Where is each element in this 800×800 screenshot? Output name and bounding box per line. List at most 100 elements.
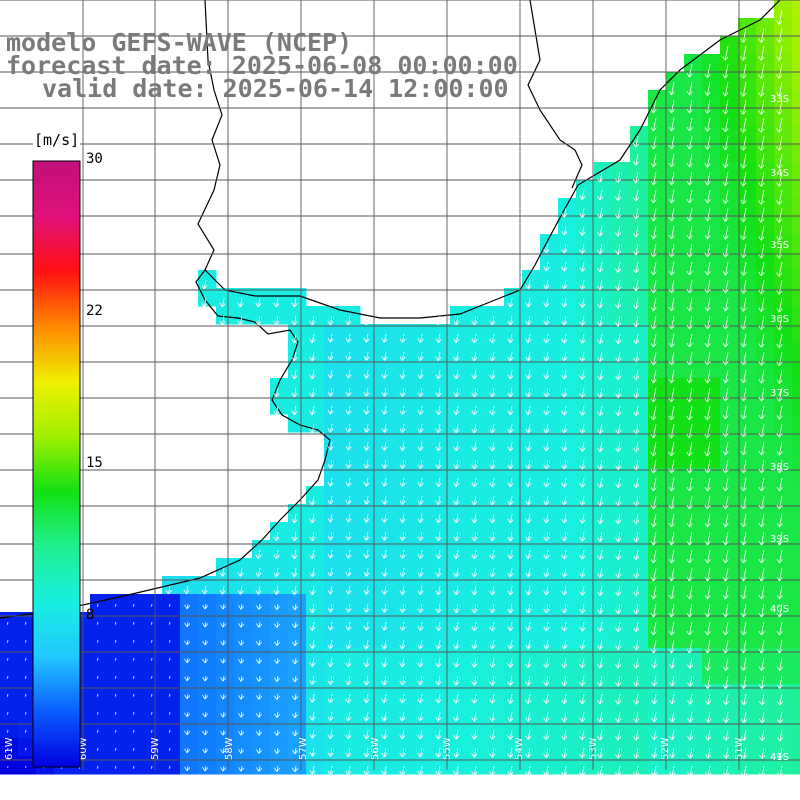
wind-arrow [417, 549, 424, 559]
wind-arrow [435, 315, 442, 326]
speed-cell [342, 612, 361, 631]
wind-arrow [615, 675, 622, 687]
wind-arrow [704, 513, 711, 528]
speed-cell [432, 450, 451, 469]
wind-arrow [705, 765, 712, 777]
speed-cell [738, 216, 757, 235]
wind-arrow [668, 333, 675, 348]
speed-cell [180, 702, 199, 721]
speed-cell [594, 324, 613, 343]
speed-cell [360, 378, 379, 397]
wind-arrow [633, 405, 640, 417]
speed-cell [558, 630, 577, 649]
speed-cell [414, 342, 433, 361]
wind-arrow [381, 693, 388, 704]
wind-arrow [471, 405, 478, 416]
speed-cell [774, 126, 793, 145]
speed-cell [360, 360, 379, 379]
speed-cell [324, 378, 343, 397]
speed-cell [450, 414, 469, 433]
speed-cell [378, 558, 397, 577]
wind-arrow [633, 441, 640, 453]
speed-cell [360, 522, 379, 541]
speed-cell [450, 486, 469, 505]
wind-arrow [363, 495, 370, 505]
speed-cell [558, 324, 577, 343]
speed-cell [756, 666, 775, 685]
wind-arrow [597, 315, 604, 327]
speed-cell [432, 684, 451, 703]
wind-arrow [184, 765, 191, 772]
speed-cell [738, 594, 757, 613]
wind-arrow [417, 459, 424, 469]
wind-arrow [399, 639, 406, 650]
wind-arrow [758, 333, 765, 348]
speed-cell [270, 756, 289, 775]
wind-arrow [345, 351, 352, 361]
speed-cell [594, 180, 613, 199]
speed-cell [468, 522, 487, 541]
wind-arrow [471, 495, 478, 506]
speed-cell [396, 468, 415, 487]
speed-cell [792, 432, 800, 451]
wind-arrow [291, 297, 298, 308]
wind-arrow [615, 657, 622, 669]
speed-cell [270, 648, 289, 667]
speed-cell [180, 630, 199, 649]
wind-arrow [237, 315, 244, 326]
wind-arrow [169, 693, 171, 697]
speed-cell [198, 576, 217, 595]
speed-cell [540, 702, 559, 721]
speed-cell [126, 594, 145, 613]
wind-arrow [133, 729, 135, 733]
wind-arrow [309, 513, 316, 524]
wind-arrow [345, 729, 352, 740]
speed-cell [450, 756, 469, 775]
speed-cell [198, 594, 217, 613]
wind-arrow [256, 747, 263, 754]
wind-arrow [740, 297, 747, 312]
wind-arrow [776, 693, 784, 706]
wind-arrow [291, 621, 299, 629]
wind-arrow [453, 585, 460, 596]
speed-cell [594, 504, 613, 523]
speed-cell [324, 342, 343, 361]
speed-cell [324, 486, 343, 505]
speed-cell [666, 378, 685, 397]
speed-cell [486, 612, 505, 631]
wind-arrow [453, 765, 460, 776]
speed-cell [792, 306, 800, 325]
speed-cell [558, 522, 577, 541]
wind-arrow [776, 207, 783, 223]
speed-cell [720, 270, 739, 289]
speed-cell [288, 576, 307, 595]
speed-cell [558, 684, 577, 703]
speed-cell [522, 414, 541, 433]
wind-arrow [507, 603, 514, 614]
wind-arrow [237, 585, 244, 595]
speed-cell [594, 450, 613, 469]
lon-label: 51W [734, 737, 745, 760]
speed-cell [612, 162, 631, 181]
wind-arrow [561, 351, 568, 362]
speed-cell [432, 666, 451, 685]
speed-cell [162, 630, 181, 649]
wind-arrow [525, 423, 532, 434]
wind-arrow [435, 675, 442, 686]
wind-arrow [615, 225, 622, 237]
speed-cell [306, 504, 325, 523]
speed-cell [756, 126, 775, 145]
wind-arrow [561, 243, 568, 254]
wind-arrow [686, 225, 693, 240]
wind-arrow [740, 459, 747, 474]
speed-cell [252, 558, 271, 577]
speed-cell [540, 342, 559, 361]
speed-cell [522, 396, 541, 415]
wind-arrow [650, 351, 657, 366]
speed-cell [540, 558, 559, 577]
wind-arrow [650, 135, 657, 150]
wind-arrow [453, 549, 460, 560]
speed-cell [792, 558, 800, 577]
wind-arrow [381, 351, 388, 361]
speed-cell [504, 648, 523, 667]
